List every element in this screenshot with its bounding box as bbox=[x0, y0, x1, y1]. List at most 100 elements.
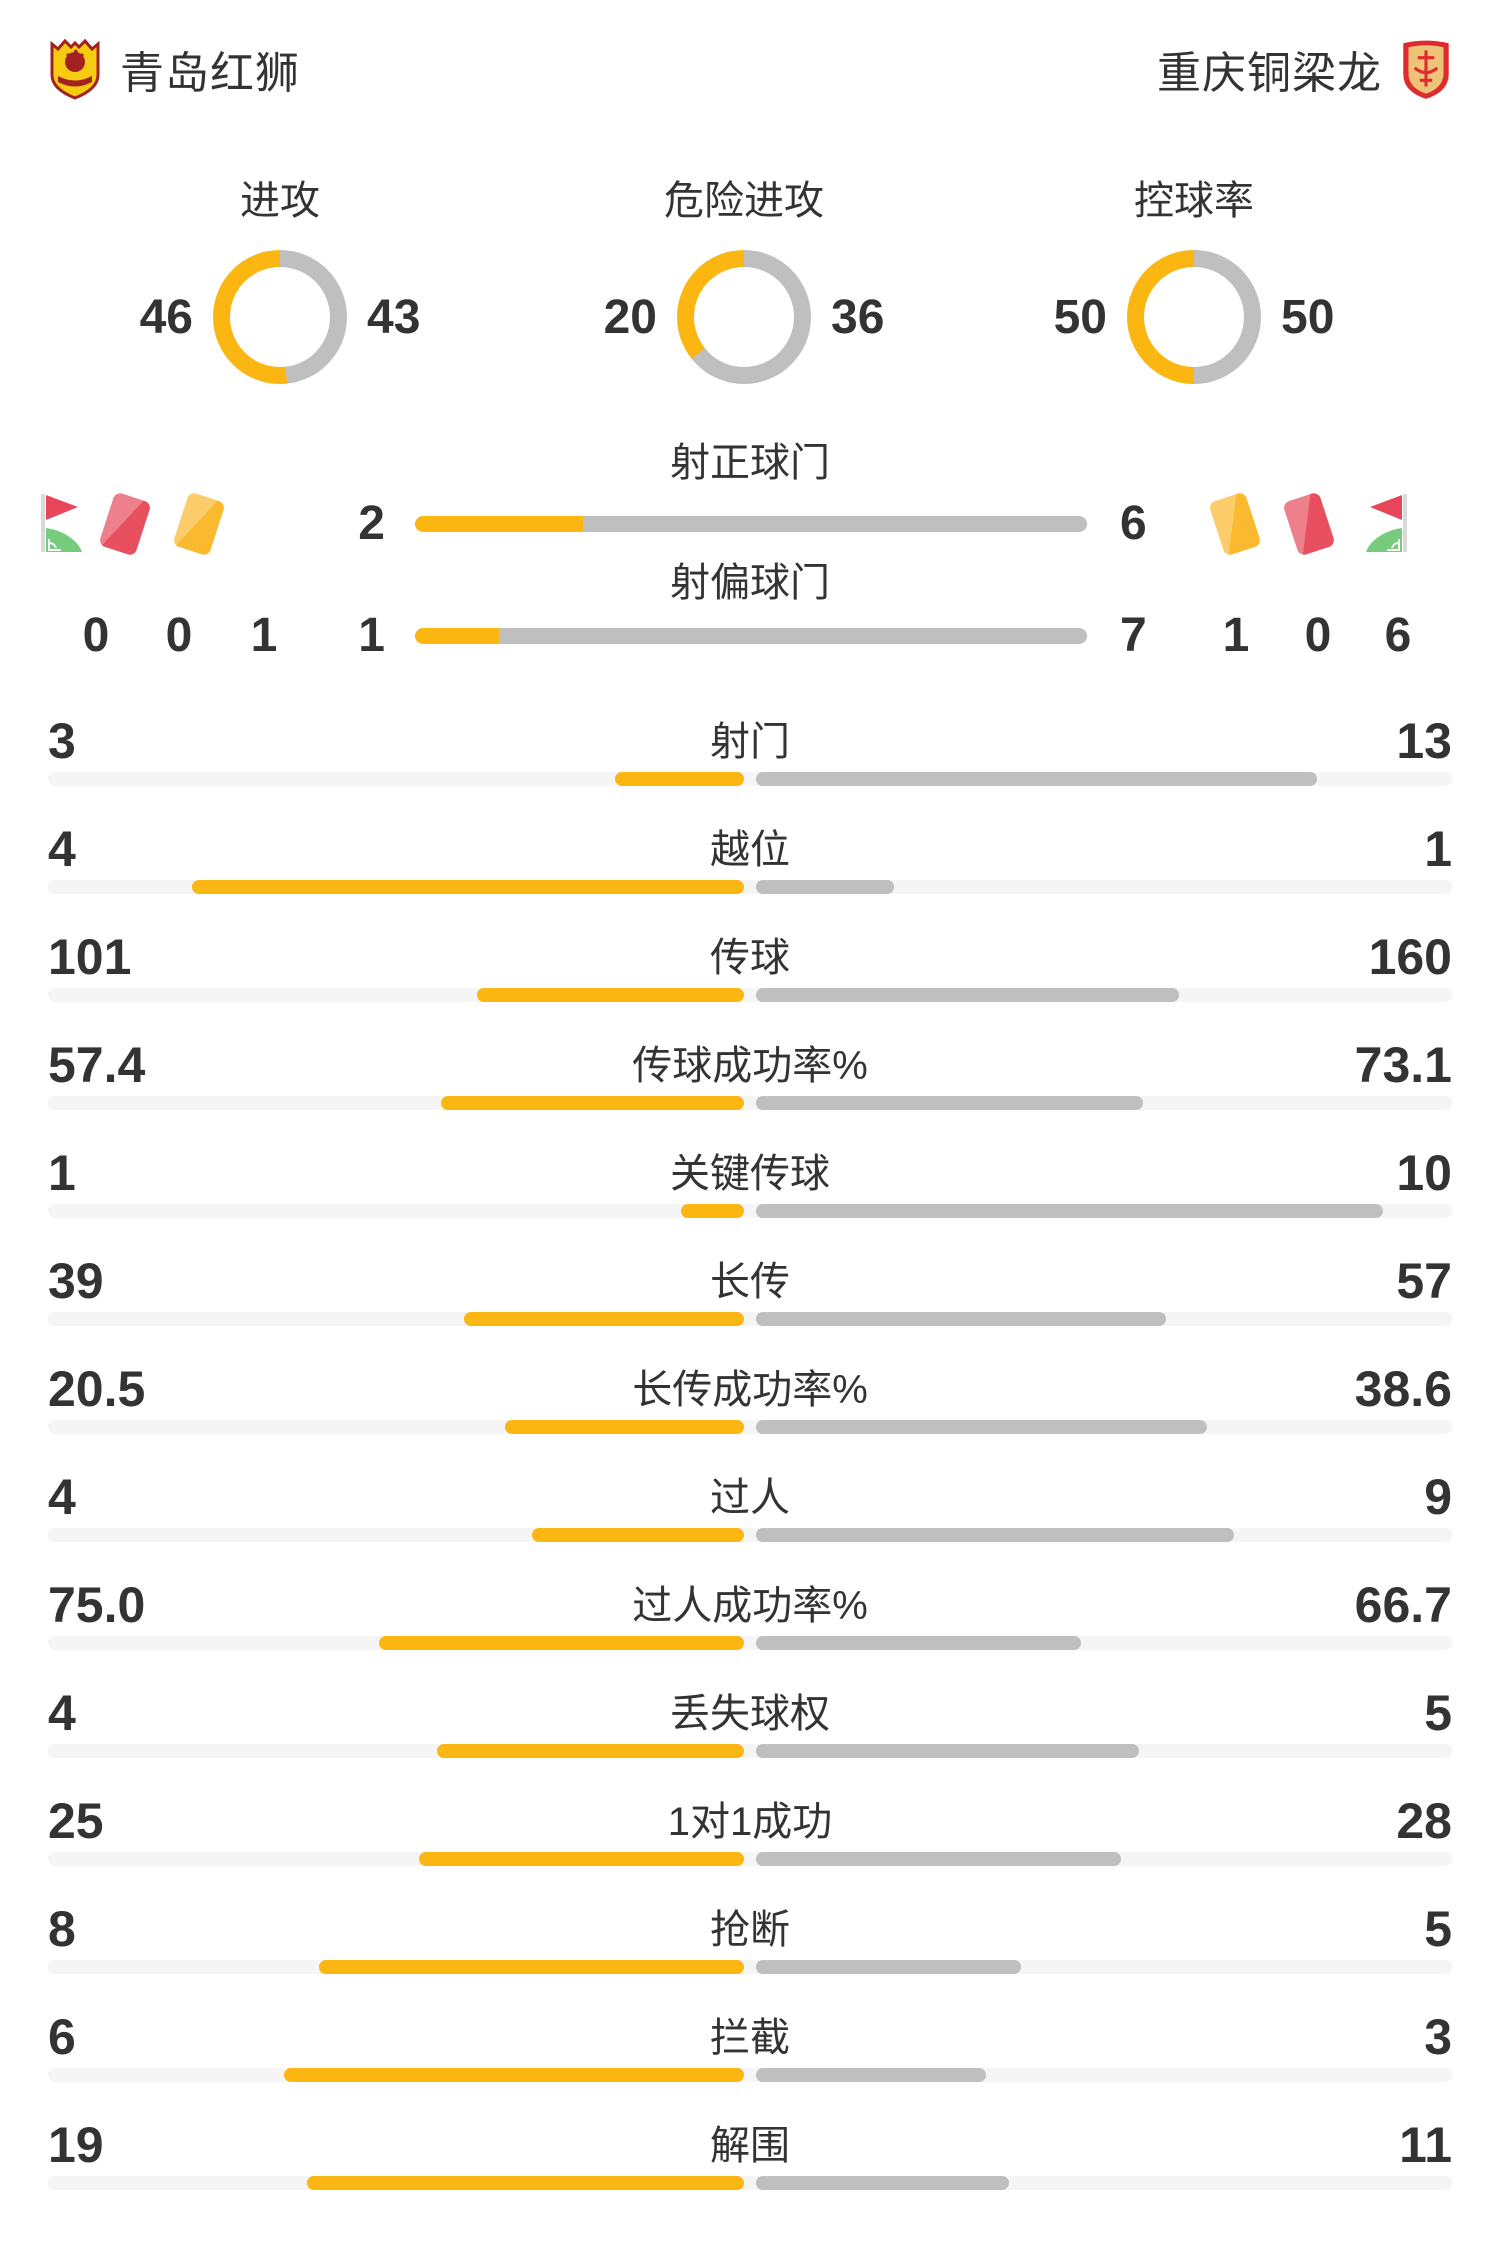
stat-row-3: 57.4 传球成功率% 73.1 bbox=[0, 1012, 1500, 1120]
stat-track bbox=[48, 2068, 1452, 2082]
shots-off-target-away-value: 7 bbox=[1120, 609, 1147, 662]
shots-off-target-bar bbox=[415, 628, 1087, 644]
stat-row-5: 39 长传 57 bbox=[0, 1228, 1500, 1336]
stat-home-value: 6 bbox=[48, 2009, 76, 2065]
stat-track bbox=[48, 1204, 1452, 1218]
stat-home-value: 8 bbox=[48, 1901, 76, 1957]
donut-group-2: 控球率 50 50 bbox=[1024, 178, 1364, 384]
stat-bar-away bbox=[756, 1312, 1166, 1326]
stat-home-value: 57.4 bbox=[48, 1037, 146, 1093]
stat-track bbox=[48, 1636, 1452, 1650]
stat-track bbox=[48, 1960, 1452, 1974]
stat-label: 射门 bbox=[710, 720, 790, 764]
donut-hole bbox=[230, 267, 330, 367]
stat-away-value: 57 bbox=[1396, 1253, 1452, 1309]
stat-bar-home bbox=[463, 1312, 744, 1326]
stat-away-value: 160 bbox=[1368, 929, 1452, 985]
stat-row-8: 75.0 过人成功率% 66.7 bbox=[0, 1552, 1500, 1660]
stat-bar-away bbox=[756, 772, 1317, 786]
shots-on-target-bar-home bbox=[415, 516, 583, 532]
stat-home-value: 75.0 bbox=[48, 1577, 146, 1633]
home-yellow-cards-count: 1 bbox=[250, 609, 278, 662]
stat-track bbox=[48, 1528, 1452, 1542]
shots-off-target-home-value: 1 bbox=[358, 609, 385, 662]
donut-away-value: 50 bbox=[1281, 290, 1335, 344]
stat-label: 长传 bbox=[710, 1260, 790, 1304]
stat-label: 解围 bbox=[710, 2124, 790, 2168]
stat-home-value: 101 bbox=[48, 929, 132, 985]
stat-home-value: 25 bbox=[48, 1793, 104, 1849]
stat-label: 拦截 bbox=[710, 2016, 790, 2060]
donut-group-0: 进攻 46 43 bbox=[110, 178, 450, 384]
stat-comparison-list: 3 射门 13 4 越位 1 101 传球 160 57.4 传球成功率% 73… bbox=[0, 688, 1500, 2200]
donut-hole bbox=[694, 267, 794, 367]
donut-home-value: 20 bbox=[603, 290, 657, 344]
stat-bar-home bbox=[319, 1960, 744, 1974]
donut-label: 控球率 bbox=[1134, 179, 1254, 223]
stat-track bbox=[48, 880, 1452, 894]
stat-bar-home bbox=[284, 2068, 744, 2082]
stat-away-value: 9 bbox=[1424, 1469, 1452, 1525]
stat-home-value: 4 bbox=[48, 1469, 76, 1525]
stat-home-value: 3 bbox=[48, 713, 76, 769]
stat-track bbox=[48, 1852, 1452, 1866]
shots-on-target-bar-away bbox=[583, 516, 1087, 532]
stat-label: 过人成功率% bbox=[632, 1584, 868, 1628]
stat-bar-away bbox=[756, 1420, 1207, 1434]
stat-away-value: 5 bbox=[1424, 1685, 1452, 1741]
donut-body: 50 50 bbox=[1024, 250, 1364, 384]
shots-on-target-away-value: 6 bbox=[1120, 497, 1147, 550]
stat-away-value: 3 bbox=[1424, 2009, 1452, 2065]
home-corner-flag-icon bbox=[36, 492, 90, 559]
stat-home-value: 1 bbox=[48, 1145, 76, 1201]
away-yellow-cards-count: 1 bbox=[1222, 609, 1250, 662]
stat-bar-away bbox=[756, 2068, 986, 2082]
donut-away-value: 43 bbox=[367, 290, 421, 344]
stat-bar-home bbox=[531, 1528, 744, 1542]
away-team: 重庆铜梁龙 bbox=[1157, 37, 1452, 101]
stat-row-11: 8 抢断 5 bbox=[0, 1876, 1500, 1984]
donut-ring bbox=[213, 250, 347, 384]
stat-bar-away bbox=[756, 1744, 1140, 1758]
stat-row-9: 4 丢失球权 5 bbox=[0, 1660, 1500, 1768]
stat-track bbox=[48, 1312, 1452, 1326]
stat-track bbox=[48, 1096, 1452, 1110]
home-team-logo-icon bbox=[48, 37, 102, 101]
stat-track bbox=[48, 1420, 1452, 1434]
away-team-logo-icon bbox=[1400, 37, 1452, 101]
away-red-card-icon bbox=[1282, 491, 1336, 557]
stat-label: 长传成功率% bbox=[632, 1368, 868, 1412]
donut-label: 进攻 bbox=[240, 179, 320, 223]
stat-row-4: 1 关键传球 10 bbox=[0, 1120, 1500, 1228]
donut-ring bbox=[1127, 250, 1261, 384]
donut-body: 20 36 bbox=[574, 250, 914, 384]
shots-on-target-home-value: 2 bbox=[358, 497, 385, 550]
away-corner-flag-icon bbox=[1358, 492, 1412, 559]
stat-away-value: 38.6 bbox=[1354, 1361, 1452, 1417]
stat-home-value: 4 bbox=[48, 1685, 76, 1741]
stat-bar-home bbox=[504, 1420, 744, 1434]
donut-body: 46 43 bbox=[110, 250, 450, 384]
stat-row-10: 25 1对1成功 28 bbox=[0, 1768, 1500, 1876]
stat-label: 1对1成功 bbox=[667, 1800, 833, 1844]
stat-row-1: 4 越位 1 bbox=[0, 796, 1500, 904]
stat-away-value: 66.7 bbox=[1354, 1577, 1452, 1633]
stat-away-value: 10 bbox=[1396, 1145, 1452, 1201]
donut-home-value: 50 bbox=[1053, 290, 1107, 344]
donut-home-value: 46 bbox=[139, 290, 193, 344]
home-yellow-card-icon bbox=[172, 491, 226, 557]
away-red-cards-count: 0 bbox=[1304, 609, 1332, 662]
stat-away-value: 28 bbox=[1396, 1793, 1452, 1849]
stat-bar-away bbox=[756, 1528, 1234, 1542]
stat-bar-home bbox=[192, 880, 744, 894]
stat-home-value: 39 bbox=[48, 1253, 104, 1309]
stat-bar-home bbox=[307, 2176, 744, 2190]
home-team-name: 青岛红狮 bbox=[120, 49, 300, 98]
stat-label: 关键传球 bbox=[670, 1152, 830, 1196]
shots-off-target-bar-home bbox=[415, 628, 499, 644]
stat-row-0: 3 射门 13 bbox=[0, 688, 1500, 796]
stat-home-value: 19 bbox=[48, 2117, 104, 2173]
stat-track bbox=[48, 988, 1452, 1002]
stat-home-value: 4 bbox=[48, 821, 76, 877]
